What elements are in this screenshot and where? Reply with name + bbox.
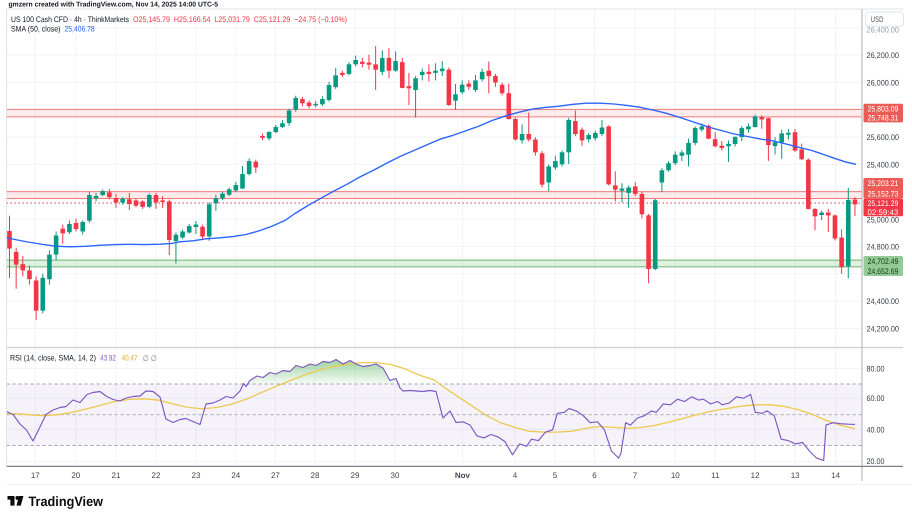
- svg-text:30: 30: [391, 471, 400, 480]
- svg-text:13: 13: [791, 471, 800, 480]
- svg-text:24: 24: [231, 471, 240, 480]
- svg-text:29: 29: [351, 471, 360, 480]
- svg-text:20: 20: [71, 471, 80, 480]
- svg-text:SMA (50, close): SMA (50, close): [11, 25, 61, 34]
- svg-text:O25,145.79 H25,166.54 L25,03: O25,145.79 H25,166.54 L25,031.79 C25,121…: [133, 15, 347, 24]
- svg-text:7: 7: [633, 471, 638, 480]
- svg-text:25,152.73: 25,152.73: [868, 190, 899, 199]
- svg-text:26,400.00: 26,400.00: [867, 26, 900, 35]
- svg-text:24,652.69: 24,652.69: [868, 267, 899, 276]
- svg-text:25,406.78: 25,406.78: [65, 25, 96, 34]
- svg-text:26,000.00: 26,000.00: [867, 78, 900, 87]
- svg-text:21: 21: [112, 471, 121, 480]
- svg-text:5: 5: [553, 471, 558, 480]
- svg-text:25,748.31: 25,748.31: [868, 114, 899, 123]
- svg-text:∅ ∅: ∅ ∅: [143, 354, 157, 363]
- svg-text:24,800.00: 24,800.00: [867, 242, 900, 251]
- svg-text:24,200.00: 24,200.00: [867, 324, 900, 333]
- svg-text:25,400.00: 25,400.00: [867, 160, 900, 169]
- svg-text:US 100 Cash CFD · 4h · ThinkMa: US 100 Cash CFD · 4h · ThinkMarkets: [11, 15, 129, 24]
- svg-text:25,203.21: 25,203.21: [868, 179, 899, 188]
- svg-text:40.00: 40.00: [867, 425, 885, 434]
- svg-text:11: 11: [711, 471, 720, 480]
- svg-text:25,000.00: 25,000.00: [867, 215, 900, 224]
- svg-text:24,702.49: 24,702.49: [868, 257, 899, 266]
- svg-text:6: 6: [592, 471, 597, 480]
- svg-text:40.47: 40.47: [122, 354, 138, 363]
- svg-text:25,600.00: 25,600.00: [867, 133, 900, 142]
- svg-text:22: 22: [152, 471, 161, 480]
- svg-text:43.92: 43.92: [100, 354, 116, 363]
- svg-text:TradingView: TradingView: [29, 494, 104, 509]
- svg-text:USD: USD: [871, 15, 884, 24]
- svg-text:24,400.00: 24,400.00: [867, 297, 900, 306]
- svg-text:RSI (14, close, SMA, 14, 2): RSI (14, close, SMA, 14, 2): [10, 354, 96, 363]
- svg-text:Nov: Nov: [455, 471, 471, 480]
- svg-text:4: 4: [513, 471, 518, 480]
- svg-text:10: 10: [671, 471, 680, 480]
- svg-text:27: 27: [271, 471, 280, 480]
- svg-text:20.00: 20.00: [867, 457, 885, 466]
- svg-text:17: 17: [31, 471, 40, 480]
- svg-text:gmzern created with TradingVie: gmzern created with TradingView.com, Nov…: [9, 0, 219, 8]
- svg-text:14: 14: [831, 471, 840, 480]
- svg-text:26,200.00: 26,200.00: [867, 51, 900, 60]
- svg-text:60.00: 60.00: [867, 394, 885, 403]
- svg-text:02:59:43: 02:59:43: [868, 208, 899, 217]
- svg-text:25,803.09: 25,803.09: [868, 104, 899, 113]
- svg-text:80.00: 80.00: [867, 364, 885, 373]
- svg-text:12: 12: [751, 471, 760, 480]
- svg-text:28: 28: [311, 471, 320, 480]
- svg-text:25,121.29: 25,121.29: [868, 199, 899, 208]
- svg-text:23: 23: [192, 471, 201, 480]
